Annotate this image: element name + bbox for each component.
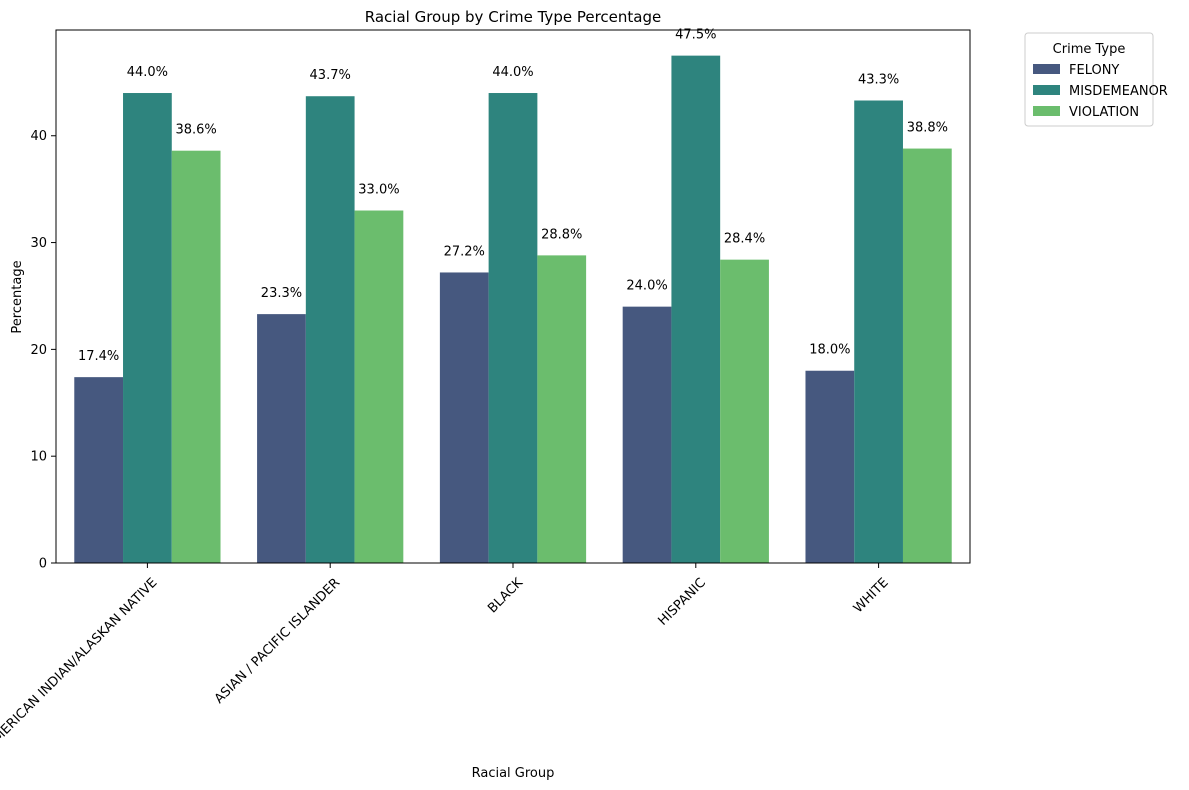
bar-label-violation-4: 38.8% xyxy=(907,121,948,136)
bar-violation-1 xyxy=(354,210,404,564)
bar-misdemeanor-4 xyxy=(854,100,903,563)
bar-felony-4 xyxy=(805,370,855,563)
bar-felony-3 xyxy=(622,306,672,563)
bar-label-violation-2: 28.8% xyxy=(541,227,582,242)
bar-felony-1 xyxy=(257,314,306,563)
bar-label-felony-4: 18.0% xyxy=(809,343,850,358)
y-axis-title: Percentage xyxy=(10,260,25,333)
bar-misdemeanor-2 xyxy=(488,93,538,563)
legend: Crime Type FELONY MISDEMEANOR VIOLATION xyxy=(1024,32,1168,127)
bar-label-misdemeanor-0: 44.0% xyxy=(127,65,168,80)
bar-label-violation-0: 38.6% xyxy=(175,123,216,138)
x-tick-label-1: ASIAN / PACIFIC ISLANDER xyxy=(212,575,343,706)
x-tick-label-4: WHITE xyxy=(851,575,892,616)
bar-violation-2 xyxy=(537,255,587,563)
y-tick-label-4: 40 xyxy=(30,129,47,144)
bar-label-felony-3: 24.0% xyxy=(626,279,667,294)
bar-label-felony-2: 27.2% xyxy=(444,244,485,259)
bar-label-misdemeanor-4: 43.3% xyxy=(858,72,899,87)
x-tick-label-0: AMERICAN INDIAN/ALASKAN NATIVE xyxy=(0,575,160,751)
x-axis-title: Racial Group xyxy=(472,766,555,781)
x-tick-label-2: BLACK xyxy=(485,575,526,616)
bar-violation-4 xyxy=(902,148,952,564)
legend-label-misdemeanor: MISDEMEANOR xyxy=(1069,84,1168,99)
legend-swatch-felony xyxy=(1033,64,1060,74)
bar-labels-group: 17.4% 44.0% 38.6% 23.3% 43.7% 33.0% 27.2% 44.0%… xyxy=(78,28,948,365)
bar-misdemeanor-3 xyxy=(671,55,721,564)
bar-misdemeanor-1 xyxy=(305,96,355,563)
bar-violation-0 xyxy=(171,150,221,563)
legend-frame xyxy=(1024,32,1154,127)
bar-felony-0 xyxy=(74,377,124,563)
legend-items: FELONY MISDEMEANOR VIOLATION xyxy=(1033,63,1168,120)
bar-label-misdemeanor-1: 43.7% xyxy=(310,68,351,83)
y-tick-label-1: 10 xyxy=(30,450,47,465)
bar-label-misdemeanor-3: 47.5% xyxy=(675,28,716,43)
bar-misdemeanor-0 xyxy=(123,93,172,563)
bar-label-violation-3: 28.4% xyxy=(724,232,765,247)
bars-group xyxy=(74,55,952,564)
legend-swatch-violation xyxy=(1033,106,1060,116)
x-axis: AMERICAN INDIAN/ALASKAN NATIVE ASIAN / PA… xyxy=(0,563,892,752)
bar-label-misdemeanor-2: 44.0% xyxy=(492,65,533,80)
bar-violation-3 xyxy=(720,259,769,563)
x-tick-label-3: HISPANIC xyxy=(656,575,709,628)
legend-label-felony: FELONY xyxy=(1069,63,1119,78)
bar-felony-2 xyxy=(439,272,489,563)
y-axis: 0 10 20 30 40 xyxy=(30,129,56,572)
legend-title: Crime Type xyxy=(1053,42,1126,57)
y-tick-label-2: 20 xyxy=(30,343,47,358)
legend-label-violation: VIOLATION xyxy=(1069,105,1139,120)
bar-label-felony-0: 17.4% xyxy=(78,349,119,364)
y-tick-label-0: 0 xyxy=(39,557,47,572)
legend-swatch-misdemeanor xyxy=(1033,85,1060,95)
chart-title: Racial Group by Crime Type Percentage xyxy=(365,8,661,26)
y-tick-label-3: 30 xyxy=(30,236,47,251)
bar-label-felony-1: 23.3% xyxy=(261,286,302,301)
bar-label-violation-1: 33.0% xyxy=(358,183,399,198)
